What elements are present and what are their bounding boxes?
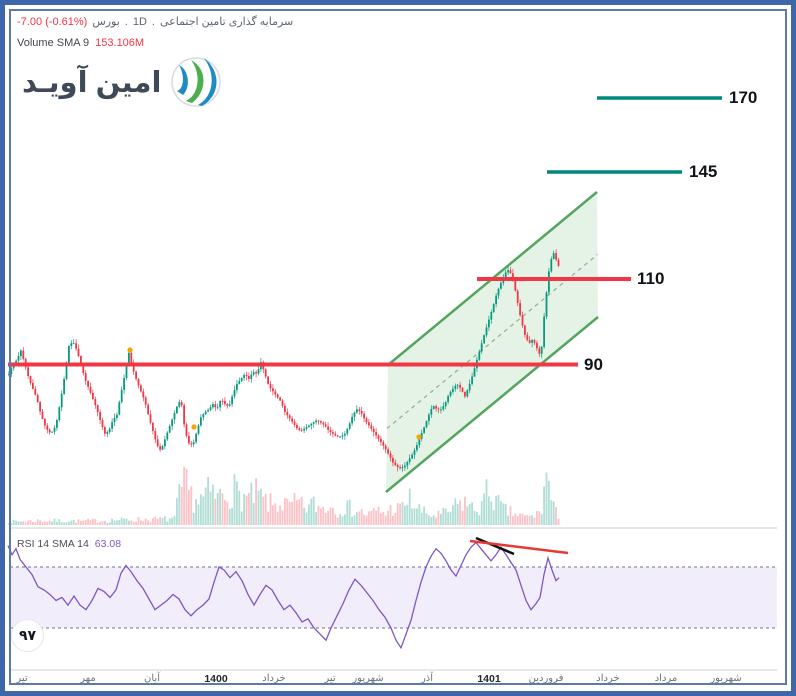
axis-month-label: تیر xyxy=(324,673,336,684)
axis-month-label: فروردین xyxy=(528,673,564,684)
price-change: -7.00 (-0.61%) xyxy=(17,16,88,28)
axis-month-label: شهریور xyxy=(710,673,742,684)
axis-year-label: 1401 xyxy=(477,673,501,685)
axis-month-label: خرداد xyxy=(262,673,286,684)
volume-indicator-value: 153.106M xyxy=(95,37,145,49)
rsi-indicator-row[interactable]: RSI 14 SMA 14 63.08 xyxy=(17,538,121,550)
axis-month-label: آبان xyxy=(144,673,160,684)
signal-dot xyxy=(191,424,197,430)
divergence-line-black[interactable] xyxy=(475,536,515,556)
price-level-label[interactable]: 170 xyxy=(729,88,758,107)
price-level-label[interactable]: 145 xyxy=(689,162,718,181)
rsi-indicator-value: 63.08 xyxy=(94,538,122,550)
divergence-line-red[interactable] xyxy=(469,539,569,555)
symbol-info-row[interactable]: -7.00 (-0.61%) بورس . 1D . سرمایه گذاری … xyxy=(17,15,293,28)
broker-logo: امین آویـد xyxy=(22,55,223,109)
rsi-band xyxy=(10,567,777,628)
logo-icon xyxy=(171,57,222,107)
separator-dot: . xyxy=(124,16,128,28)
axis-year-label: 1400 xyxy=(204,673,228,685)
signal-dot xyxy=(416,434,422,440)
axis-month-label: مهر xyxy=(80,673,96,684)
price-level-label[interactable]: 90 xyxy=(584,354,603,374)
price-level-label[interactable]: 110 xyxy=(637,269,665,288)
separator-dot: . xyxy=(151,16,155,28)
rsi-indicator-label: RSI 14 SMA 14 xyxy=(17,538,89,550)
rsi-line xyxy=(7,541,560,650)
timeframe-badge: ۹۷ xyxy=(11,619,44,652)
market-label: بورس xyxy=(92,16,120,28)
axis-month-label: خرداد xyxy=(596,673,620,684)
symbol-name[interactable]: سرمایه گذاری تامین اجتماعی xyxy=(159,16,294,28)
axis-month-label: آذر xyxy=(420,673,434,684)
axis-month-label: شهریور xyxy=(352,673,384,684)
axis-month-label: مرداد xyxy=(654,673,678,684)
axis-month-label: تیر xyxy=(16,673,28,684)
volume-indicator-row[interactable]: Volume SMA 9 153.106M xyxy=(17,37,144,49)
timeframe-label[interactable]: 1D xyxy=(132,16,147,28)
signal-dot xyxy=(127,347,133,353)
volume-indicator-label: Volume SMA 9 xyxy=(17,37,90,49)
logo-wordmark: امین آویـد xyxy=(22,66,162,99)
